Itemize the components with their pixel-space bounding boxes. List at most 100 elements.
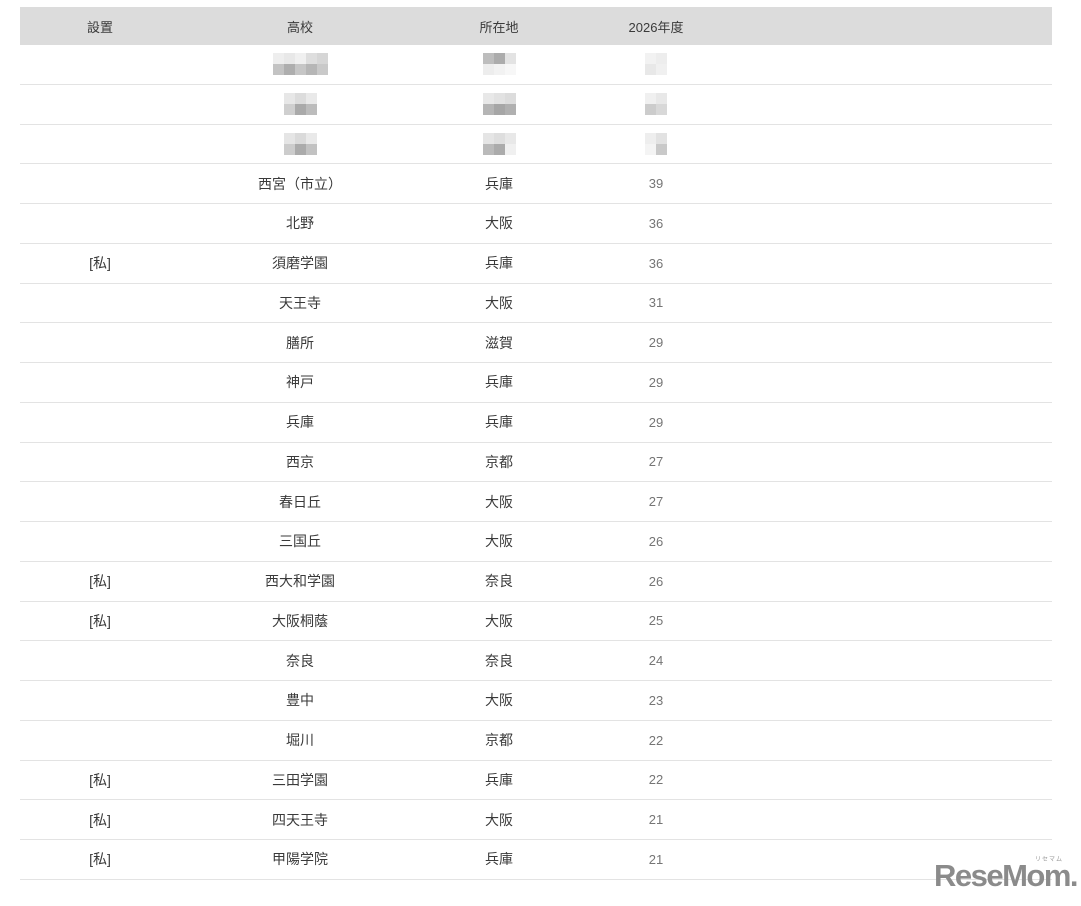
table-row	[20, 85, 1052, 125]
table-row: [私] 須磨学園 兵庫 36	[20, 244, 1052, 284]
cell-location: 兵庫	[485, 255, 513, 272]
cell-year: 25	[648, 613, 664, 629]
cell-year: 23	[648, 692, 664, 708]
redacted-mosaic	[482, 132, 516, 155]
table-row: [私] 大阪桐蔭 大阪 25	[20, 602, 1052, 642]
column-header-founding: 設置	[86, 19, 113, 35]
cell-year: 31	[648, 295, 664, 311]
cell-school: 膳所	[286, 334, 314, 351]
cell-year: 21	[648, 851, 664, 867]
column-header-year: 2026年度	[628, 19, 684, 35]
table-row: 膳所 滋賀 29	[20, 323, 1052, 363]
table-row: 春日丘 大阪 27	[20, 482, 1052, 522]
cell-school: 西京	[286, 453, 314, 470]
table-row: 奈良 奈良 24	[20, 641, 1052, 681]
redacted-mosaic	[645, 93, 667, 116]
table-row: 神戸 兵庫 29	[20, 363, 1052, 403]
redacted-mosaic	[482, 93, 516, 116]
resemom-logo: リセマム ReseMom.	[934, 857, 1079, 891]
cell-school: 奈良	[286, 652, 314, 669]
table-row: 西宮（市立） 兵庫 39	[20, 164, 1052, 204]
cell-location: 京都	[485, 453, 513, 470]
cell-year: 29	[648, 374, 664, 390]
cell-year	[578, 93, 734, 116]
cell-year: 29	[648, 414, 664, 430]
cell-school: 四天王寺	[272, 811, 328, 828]
table-row: [私] 四天王寺 大阪 21	[20, 800, 1052, 840]
cell-year	[578, 132, 734, 155]
cell-location: 奈良	[485, 573, 513, 590]
cell-location: 奈良	[485, 652, 513, 669]
cell-school	[180, 53, 420, 76]
cell-location: 大阪	[485, 533, 513, 550]
cell-founding: [私]	[89, 612, 111, 629]
cell-location: 大阪	[485, 811, 513, 828]
cell-school	[180, 93, 420, 116]
cell-year: 22	[648, 732, 664, 748]
cell-location: 大阪	[485, 692, 513, 709]
cell-school: 堀川	[286, 732, 314, 749]
cell-year: 36	[648, 215, 664, 231]
table-row	[20, 125, 1052, 165]
cell-year: 26	[648, 533, 664, 549]
cell-year: 21	[648, 812, 664, 828]
cell-location: 兵庫	[485, 414, 513, 431]
cell-year: 39	[648, 176, 664, 192]
cell-location: 兵庫	[485, 851, 513, 868]
table-row: [私] 甲陽学院 兵庫 21	[20, 840, 1052, 880]
table-row: 堀川 京都 22	[20, 721, 1052, 761]
cell-school	[180, 132, 420, 155]
table-row: 豊中 大阪 23	[20, 681, 1052, 721]
redacted-mosaic	[645, 53, 667, 76]
cell-school: 北野	[286, 215, 314, 232]
cell-school: 春日丘	[279, 493, 321, 510]
table-row: [私] 三田学園 兵庫 22	[20, 761, 1052, 801]
table-row: 三国丘 大阪 26	[20, 522, 1052, 562]
cell-location: 兵庫	[485, 175, 513, 192]
cell-school: 天王寺	[279, 294, 321, 311]
redacted-mosaic	[645, 132, 667, 155]
cell-school: 三国丘	[279, 533, 321, 550]
cell-year: 36	[648, 255, 664, 271]
cell-location	[420, 132, 578, 155]
redacted-mosaic	[283, 93, 317, 116]
table-row: 兵庫 兵庫 29	[20, 403, 1052, 443]
cell-school: 西大和学園	[265, 573, 335, 590]
school-ranking-table: 設置 高校 所在地 2026年度 西宮（市立） 兵庫 39 北野 大阪 36 [私] 須磨学園…	[20, 7, 1052, 880]
redacted-mosaic	[283, 132, 317, 155]
table-row: [私] 西大和学園 奈良 26	[20, 562, 1052, 602]
cell-founding: [私]	[89, 851, 111, 868]
cell-school: 須磨学園	[272, 255, 328, 272]
cell-school: 大阪桐蔭	[272, 612, 328, 629]
cell-location: 兵庫	[485, 374, 513, 391]
cell-location	[420, 93, 578, 116]
cell-year: 27	[648, 494, 664, 510]
cell-school: 西宮（市立）	[258, 175, 342, 192]
cell-year: 27	[648, 454, 664, 470]
cell-school: 兵庫	[286, 414, 314, 431]
cell-year: 24	[648, 653, 664, 669]
cell-founding: [私]	[89, 255, 111, 272]
cell-location	[420, 53, 578, 76]
cell-year: 29	[648, 335, 664, 351]
table-row: 天王寺 大阪 31	[20, 284, 1052, 324]
redacted-mosaic	[272, 53, 328, 76]
table-header: 設置 高校 所在地 2026年度	[20, 7, 1052, 45]
table-row	[20, 45, 1052, 85]
cell-school: 豊中	[286, 692, 314, 709]
cell-location: 兵庫	[485, 771, 513, 788]
cell-location: 滋賀	[485, 334, 513, 351]
resemom-logo-ruby: リセマム	[1034, 857, 1063, 863]
table-row: 北野 大阪 36	[20, 204, 1052, 244]
cell-location: 大阪	[485, 612, 513, 629]
cell-year: 22	[648, 772, 664, 788]
cell-founding: [私]	[89, 573, 111, 590]
cell-school: 三田学園	[272, 771, 328, 788]
cell-location: 大阪	[485, 215, 513, 232]
cell-year	[578, 53, 734, 76]
cell-founding: [私]	[89, 811, 111, 828]
cell-school: 神戸	[286, 374, 314, 391]
table-body: 西宮（市立） 兵庫 39 北野 大阪 36 [私] 須磨学園 兵庫 36 天王寺 大阪 31 膳所 滋賀 29…	[20, 45, 1052, 880]
cell-location: 大阪	[485, 294, 513, 311]
